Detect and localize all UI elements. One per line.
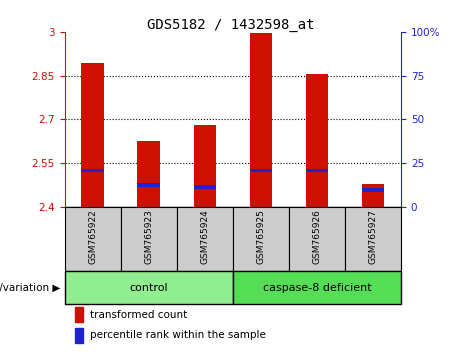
Bar: [289, 207, 345, 271]
Text: GDS5182 / 1432598_at: GDS5182 / 1432598_at: [147, 18, 314, 32]
Text: transformed count: transformed count: [90, 310, 187, 320]
Text: GSM765925: GSM765925: [256, 209, 266, 264]
Text: GSM765923: GSM765923: [144, 209, 153, 264]
Bar: [233, 271, 401, 304]
Text: genotype/variation ▶: genotype/variation ▶: [0, 282, 60, 293]
Bar: [306, 169, 328, 172]
Bar: [82, 63, 104, 207]
Text: GSM765927: GSM765927: [368, 209, 378, 264]
Text: GSM765922: GSM765922: [88, 209, 97, 264]
Bar: [194, 185, 216, 189]
Bar: [137, 183, 160, 187]
Text: GSM765926: GSM765926: [313, 209, 321, 264]
Bar: [121, 207, 177, 271]
Text: caspase-8 deficient: caspase-8 deficient: [263, 282, 371, 293]
Bar: [65, 271, 233, 304]
Bar: [75, 307, 83, 322]
Bar: [194, 125, 216, 207]
Bar: [82, 169, 104, 172]
Bar: [306, 74, 328, 207]
Bar: [75, 328, 83, 343]
Text: percentile rank within the sample: percentile rank within the sample: [90, 330, 266, 341]
Bar: [177, 207, 233, 271]
Bar: [362, 184, 384, 207]
Bar: [345, 207, 401, 271]
Bar: [137, 141, 160, 207]
Text: control: control: [130, 282, 168, 293]
Bar: [65, 207, 121, 271]
Bar: [233, 207, 289, 271]
Bar: [250, 169, 272, 172]
Bar: [362, 188, 384, 192]
Text: GSM765924: GSM765924: [200, 209, 209, 264]
Bar: [250, 33, 272, 207]
